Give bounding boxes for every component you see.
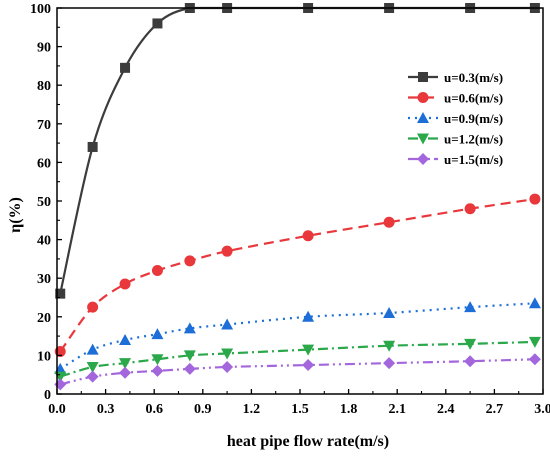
legend-label: u=0.3(m/s) (444, 70, 503, 85)
data-point (86, 361, 99, 373)
legend-entry-u-1-5-m-s: u=1.5(m/s) (408, 152, 503, 167)
y-tick-label: 30 (37, 272, 51, 287)
series-u-0-6-m-s (54, 193, 541, 358)
data-point (86, 343, 99, 355)
data-point (383, 306, 396, 318)
x-axis-title: heat pipe flow rate(m/s) (227, 433, 389, 450)
data-point (183, 350, 196, 362)
legend-marker (417, 92, 429, 103)
data-point (528, 336, 541, 348)
legend-entry-u-1-2-m-s: u=1.2(m/s) (408, 132, 503, 147)
y-tick-label: 90 (37, 41, 51, 56)
x-tick-label: 3.0 (534, 402, 550, 417)
legend-label: u=0.9(m/s) (444, 111, 503, 126)
x-tick-label: 1.5 (291, 402, 309, 417)
data-point (221, 360, 234, 373)
y-tick-label: 50 (37, 195, 51, 210)
data-point (221, 245, 233, 257)
data-point (302, 310, 315, 322)
y-tick-label: 60 (37, 156, 51, 171)
data-point (464, 301, 477, 313)
series-line (59, 340, 535, 378)
legend-marker (417, 153, 429, 165)
x-tick-label: 0.9 (194, 402, 212, 417)
data-point (87, 141, 98, 152)
data-point (119, 278, 131, 290)
data-point (383, 340, 396, 352)
y-tick-label: 100 (30, 2, 51, 17)
data-point (184, 255, 196, 267)
data-point (151, 328, 164, 340)
data-point (464, 355, 477, 368)
plot-background (57, 8, 543, 394)
data-point (152, 18, 163, 29)
legend-marker (417, 112, 429, 123)
data-point (528, 353, 541, 366)
data-point (383, 357, 396, 370)
data-point (151, 364, 164, 377)
legend-label: u=1.2(m/s) (444, 132, 503, 147)
data-point (529, 193, 541, 205)
data-point (119, 358, 132, 370)
x-tick-label: 2.4 (437, 402, 455, 417)
data-point (55, 288, 66, 299)
data-point (221, 348, 234, 360)
data-point (383, 216, 395, 228)
data-point (464, 338, 477, 350)
data-point (528, 297, 541, 309)
y-axis-title: η(%) (7, 197, 24, 233)
y-tick-label: 40 (37, 234, 51, 249)
legend-entry-u-0-3-m-s: u=0.3(m/s) (408, 70, 503, 85)
legend-marker (417, 133, 429, 145)
y-tick-label: 10 (37, 349, 51, 364)
axes: 0.0 0.3 0.6 0.9 1.2 1.5 1.8 2.1 2.4 2.7 3.0 0 10 20 30… (30, 2, 550, 417)
legend-entry-u-0-9-m-s: u=0.9(m/s) (408, 111, 503, 126)
data-point (87, 301, 99, 313)
data-point (120, 62, 131, 73)
y-tick-label: 70 (37, 118, 51, 133)
legend-entry-u-0-6-m-s: u=0.6(m/s) (408, 91, 503, 106)
data-point (464, 203, 476, 215)
legend-marker (418, 72, 428, 82)
data-point (302, 344, 315, 356)
data-point (151, 354, 164, 366)
legend-label: u=0.6(m/s) (444, 91, 503, 106)
data-point (151, 264, 163, 276)
data-point (302, 230, 314, 242)
plot-area (57, 8, 543, 394)
data-point (183, 362, 196, 375)
data-point (86, 370, 99, 383)
x-tick-label: 2.1 (388, 402, 406, 417)
y-tick-label: 20 (37, 311, 51, 326)
data-point (221, 318, 234, 330)
data-point (183, 322, 196, 334)
series-u-1-5-m-s (54, 353, 541, 391)
series-line (59, 302, 535, 370)
legend: u=0.3(m/s) u=0.6(m/s) u=0.9(m/s) u=1.2(m/s)… (408, 70, 503, 167)
y-tick-label: 80 (37, 79, 51, 94)
x-tick-label: 1.2 (243, 402, 261, 417)
data-point (119, 333, 132, 345)
x-tick-label: 2.7 (486, 402, 504, 417)
data-point (119, 366, 132, 379)
x-tick-label: 0.6 (145, 402, 163, 417)
x-tick-label: 1.8 (340, 402, 358, 417)
curves (54, 3, 541, 391)
x-tick-label: 0.3 (97, 402, 115, 417)
legend-label: u=1.5(m/s) (444, 152, 503, 167)
data-point (302, 359, 315, 372)
x-tick-label: 0.0 (48, 402, 66, 417)
series-u-0-9-m-s (54, 297, 541, 374)
y-tick-label: 0 (44, 388, 51, 403)
